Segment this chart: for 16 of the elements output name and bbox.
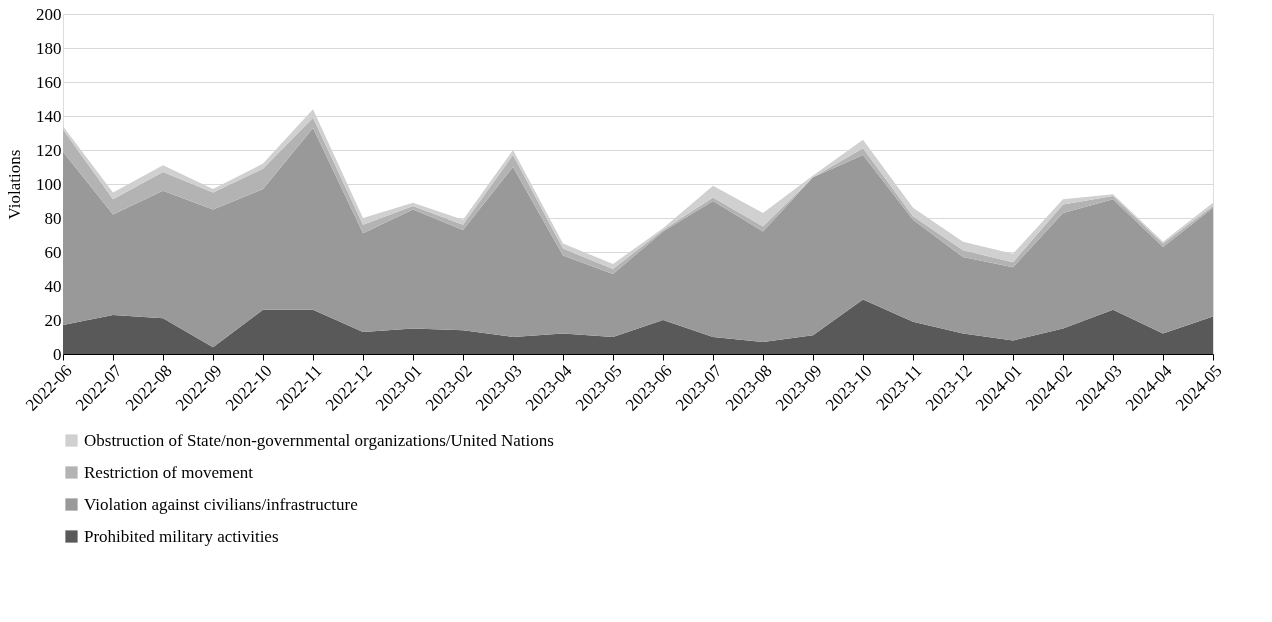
y-tick-label: 160: [36, 72, 62, 92]
legend-label: Violation against civilians/infrastructure: [84, 494, 358, 514]
legend-label: Obstruction of State/non-governmental organizations/United Nations: [84, 430, 554, 450]
y-tick-label: 100: [36, 174, 62, 194]
y-tick-label: 80: [44, 208, 62, 228]
legend-label: Prohibited military activities: [84, 526, 279, 546]
y-tick-label: 20: [44, 310, 62, 330]
y-tick-label: 120: [36, 140, 62, 160]
y-tick-label: 40: [44, 276, 62, 296]
y-axis-title: Violations: [5, 149, 24, 220]
y-tick-label: 0: [53, 344, 62, 364]
y-tick-label: 180: [36, 38, 62, 58]
y-tick-label: 140: [36, 106, 62, 126]
legend-label: Restriction of movement: [84, 462, 254, 482]
y-tick-label: 200: [36, 4, 62, 24]
y-tick-label: 60: [44, 242, 62, 262]
